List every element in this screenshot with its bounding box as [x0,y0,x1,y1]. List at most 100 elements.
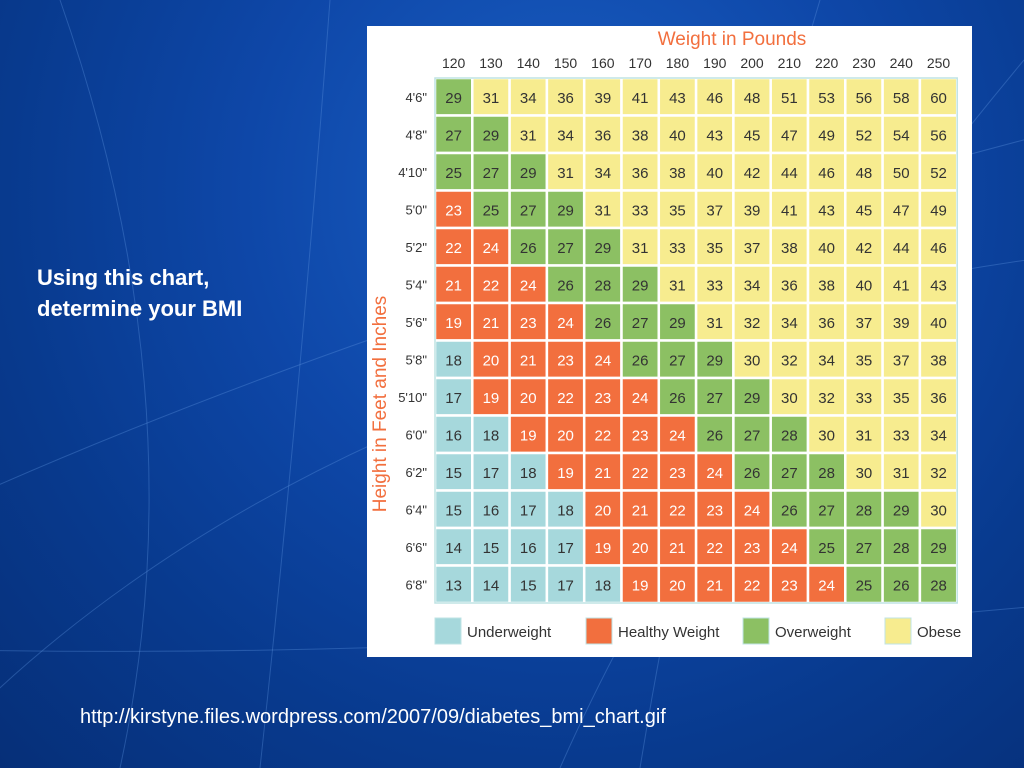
bmi-value: 53 [818,90,835,107]
bmi-value: 20 [557,427,574,444]
bmi-value: 26 [669,390,686,407]
bmi-cell [620,376,661,417]
column-label: 180 [666,55,690,71]
bmi-value: 32 [930,465,947,482]
bmi-value: 24 [669,427,686,444]
bmi-cell [657,564,698,605]
bmi-cell [582,114,623,155]
bmi-cell [620,489,661,530]
bmi-value: 39 [893,315,910,332]
bmi-cell [806,526,847,567]
bmi-cell [881,526,922,567]
bmi-value: 34 [557,127,574,144]
legend-swatch [742,617,770,645]
bmi-value: 36 [781,277,798,294]
row-label: 4'10" [398,165,427,180]
bmi-cell [806,264,847,305]
bmi-value: 31 [706,315,723,332]
bmi-value: 35 [706,240,723,257]
legend-swatch [884,617,912,645]
bmi-value: 27 [856,540,873,557]
bmi-value: 27 [445,127,462,144]
chart-title: Weight in Pounds [658,29,807,50]
bmi-value: 21 [520,352,537,369]
row-label: 5'10" [398,390,427,405]
bmi-value: 38 [669,165,686,182]
bmi-value: 28 [893,540,910,557]
bmi-value: 23 [632,427,649,444]
chart-ylabel: Height in Feet and Inches [370,296,391,513]
bmi-cell [844,526,884,567]
bmi-value: 41 [632,90,649,107]
bmi-value: 31 [893,465,910,482]
bmi-value: 52 [930,165,947,182]
bmi-value: 37 [744,240,761,257]
bmi-value: 28 [856,502,873,519]
bmi-cell [471,414,511,455]
bmi-value: 29 [595,240,612,257]
bmi-cell [881,226,922,267]
bmi-value: 49 [930,202,947,219]
bmi-value: 52 [856,127,873,144]
column-label: 250 [927,55,951,71]
bmi-chart-svg: Weight in Pounds Height in Feet and Inch… [370,29,961,645]
bmi-value: 22 [744,577,761,594]
bmi-value: 37 [706,202,723,219]
bmi-value: 34 [781,315,798,332]
bmi-cell [582,226,623,267]
bmi-value: 36 [930,390,947,407]
bmi-cell [657,451,698,492]
instruction-line-1: Using this chart, [37,265,210,290]
bmi-value: 24 [706,465,723,482]
bmi-value: 50 [893,165,910,182]
legend-label: Obese [917,624,961,641]
bmi-value: 40 [818,240,835,257]
bmi-value: 29 [706,352,723,369]
bmi-value: 30 [744,352,761,369]
bmi-value: 22 [706,540,723,557]
bmi-value: 27 [706,390,723,407]
row-label: 6'4" [405,502,427,517]
bmi-cell [657,489,698,530]
bmi-cell [508,526,549,567]
slide-instruction: Using this chart, determine your BMI [37,262,357,324]
bmi-value: 24 [557,315,574,332]
bmi-cell [582,564,623,605]
bmi-cell [918,376,959,417]
bmi-value: 23 [520,315,537,332]
bmi-value: 19 [595,540,612,557]
bmi-value: 31 [483,90,500,107]
bmi-value: 25 [483,202,500,219]
bmi-value: 26 [893,577,910,594]
bmi-value: 23 [445,202,462,219]
row-label: 4'6" [405,90,427,105]
bmi-value: 28 [818,465,835,482]
bmi-value: 54 [893,127,910,144]
column-label: 210 [778,55,802,71]
bmi-cell [545,376,586,417]
bmi-value: 20 [669,577,686,594]
bmi-value: 26 [520,240,537,257]
bmi-cell [694,564,735,605]
bmi-value: 21 [483,315,500,332]
bmi-value: 29 [744,390,761,407]
bmi-cell [732,151,772,192]
bmi-value: 38 [781,240,798,257]
bmi-cell [769,489,810,530]
row-label: 6'2" [405,465,427,480]
bmi-cell [694,489,735,530]
bmi-cell [471,114,511,155]
bmi-value: 34 [520,90,537,107]
bmi-value: 14 [445,540,462,557]
bmi-value: 56 [930,127,947,144]
bmi-cell [620,301,661,342]
bmi-value: 49 [818,127,835,144]
bmi-value: 21 [632,502,649,519]
row-label: 4'8" [405,127,427,142]
bmi-cell [881,264,922,305]
bmi-value: 48 [856,165,873,182]
column-label: 220 [815,55,839,71]
bmi-value: 16 [445,427,462,444]
bmi-value: 41 [893,277,910,294]
bmi-value: 47 [781,127,798,144]
